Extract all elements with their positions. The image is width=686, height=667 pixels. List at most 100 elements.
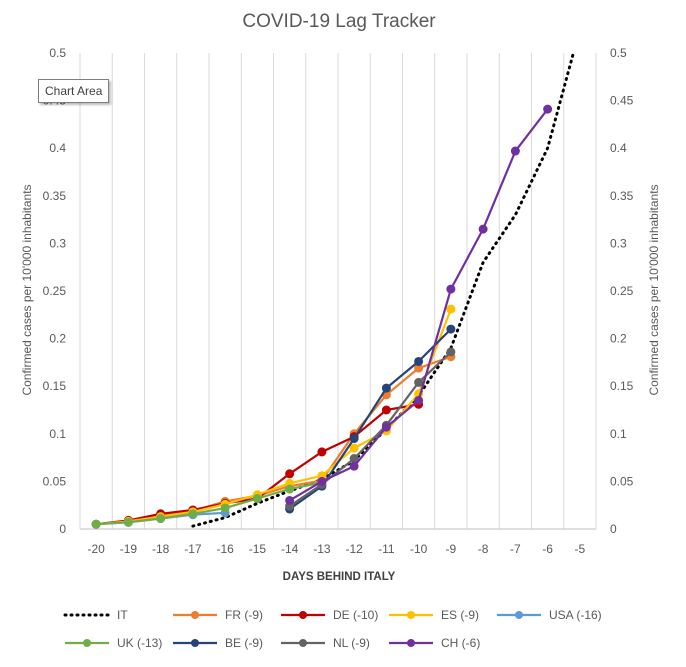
data-point [446, 347, 456, 357]
x-tick-label: -12 [345, 542, 363, 556]
series-ch [285, 104, 553, 505]
data-point [188, 509, 198, 519]
data-point [381, 405, 391, 415]
legend-item: BE (-9) [173, 636, 263, 650]
x-tick-label: -5 [575, 542, 586, 556]
y-tick-label-right: 0.15 [610, 379, 634, 393]
x-tick-label: -11 [378, 542, 395, 556]
legend-label: ES (-9) [441, 608, 479, 622]
series-line [191, 51, 575, 528]
legend-label: NL (-9) [333, 636, 370, 650]
x-tick-label: -6 [542, 542, 553, 556]
x-tick-label: -7 [510, 542, 521, 556]
chart-area-tooltip: Chart Area [38, 79, 110, 103]
legend-item: IT [63, 608, 128, 622]
x-tick-label: -15 [249, 542, 267, 556]
legend-item: FR (-9) [173, 608, 263, 622]
legend-swatch-marker [407, 611, 415, 619]
legend-item: USA (-16) [497, 608, 602, 622]
data-point [543, 104, 553, 114]
x-tick-label: -18 [152, 542, 170, 556]
plot-area [79, 53, 597, 530]
data-point [414, 395, 424, 405]
y-tick-label-right: 0 [610, 522, 617, 536]
x-tick-label: -10 [410, 542, 428, 556]
x-axis-title: DAYS BEHIND ITALY [283, 571, 396, 583]
y-tick-label-left: 0 [59, 522, 66, 536]
y-axis-title-right: Confirmed cases per 10'000 inhabitants [647, 184, 661, 395]
y-tick-label-left: 0.3 [49, 236, 66, 250]
y-tick-label-right: 0.3 [610, 236, 627, 250]
y-tick-label-right: 0.1 [610, 427, 627, 441]
legend-label: DE (-10) [333, 608, 378, 622]
y-tick-label-left: 0.35 [43, 189, 67, 203]
x-tick-label: -16 [216, 542, 234, 556]
y-tick-label-left: 0.1 [49, 427, 66, 441]
data-point [510, 146, 520, 156]
data-point [349, 443, 359, 453]
x-tick-label: -13 [313, 542, 331, 556]
data-point [317, 447, 327, 457]
y-tick-label-right: 0.5 [610, 46, 627, 60]
y-tick-label-left: 0.2 [49, 332, 66, 346]
data-point [446, 324, 456, 334]
y-tick-label-right: 0.45 [610, 94, 634, 108]
legend-swatch-marker [299, 611, 307, 619]
series-de [91, 399, 424, 529]
series-it [191, 51, 575, 528]
legend-item: NL (-9) [281, 636, 370, 650]
x-tick-label: -17 [184, 542, 202, 556]
x-tick-label: -14 [281, 542, 299, 556]
y-axis-right: 0 0.05 0.1 0.15 0.2 0.25 0.3 0.35 0.4 0.45 0.5 [610, 46, 634, 536]
y-axis-title-left: Confirmed cases per 10'000 inhabitants [20, 184, 34, 395]
legend-swatch-marker [83, 639, 91, 647]
y-tick-label-right: 0.2 [610, 332, 627, 346]
legend-label: FR (-9) [225, 608, 263, 622]
series-line [288, 328, 452, 510]
y-tick-label-right: 0.25 [610, 284, 634, 298]
x-tick-label: -19 [120, 542, 138, 556]
y-tick-label-left: 0.4 [49, 141, 66, 155]
data-point [317, 476, 327, 486]
legend-swatch-marker [191, 639, 199, 647]
y-tick-label-left: 0.5 [49, 46, 66, 60]
legend-label: IT [117, 608, 128, 622]
y-tick-label-right: 0.05 [610, 474, 634, 488]
y-axis-left: 00.050.10.150.20.250.30.350.40.450.5 [43, 46, 67, 536]
legend-item: DE (-10) [281, 608, 378, 622]
data-point [285, 495, 295, 505]
data-point [156, 514, 166, 524]
legend-swatch-marker [299, 639, 307, 647]
data-point [478, 224, 488, 234]
data-point [123, 517, 133, 527]
series-line [96, 481, 323, 526]
series-line [289, 108, 549, 502]
data-point [285, 484, 295, 494]
legend-swatch-marker [407, 639, 415, 647]
data-point [446, 304, 456, 314]
data-point [381, 383, 391, 393]
x-tick-label: -8 [478, 542, 489, 556]
series-line [288, 351, 452, 508]
legend-item: UK (-13) [65, 636, 162, 650]
data-point [414, 356, 424, 366]
legend-swatch-marker [515, 611, 523, 619]
data-point [349, 434, 359, 444]
series-layer [91, 51, 575, 529]
y-tick-label-right: 0.4 [610, 141, 627, 155]
legend-label: CH (-6) [441, 636, 480, 650]
x-tick-label: -9 [446, 542, 457, 556]
data-point [381, 422, 391, 432]
data-point [414, 377, 424, 387]
y-tick-label-left: 0.15 [43, 379, 67, 393]
data-point [220, 503, 230, 513]
chart-title: COVID-19 Lag Tracker [242, 11, 436, 32]
legend-label: BE (-9) [225, 636, 263, 650]
data-point [446, 284, 456, 294]
legend: IT FR (-9) DE (-10) ES (-9) USA (-16) UK (-13… [63, 608, 602, 650]
legend-label: USA (-16) [549, 608, 602, 622]
x-tick-label: -20 [87, 542, 105, 556]
series-line [96, 308, 452, 526]
data-point [252, 494, 262, 504]
